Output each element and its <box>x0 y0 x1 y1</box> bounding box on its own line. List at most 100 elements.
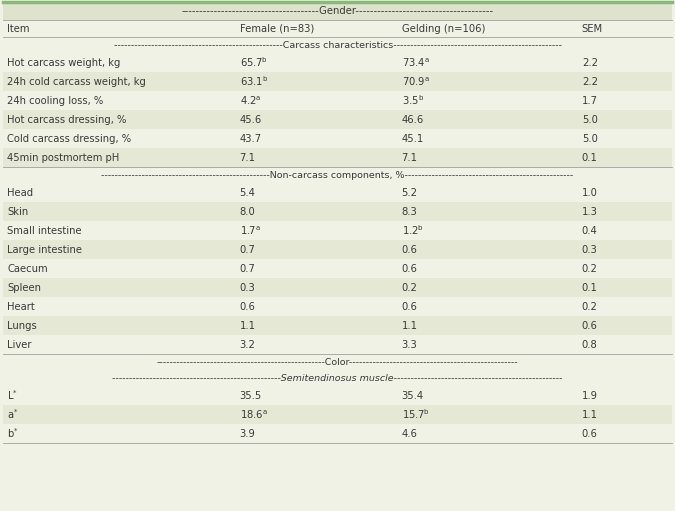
Text: 0.6: 0.6 <box>402 301 418 312</box>
Text: SEM: SEM <box>582 24 603 34</box>
Text: 5.4: 5.4 <box>240 188 256 197</box>
Text: 0.1: 0.1 <box>582 283 598 292</box>
Text: 1.7$^{\mathrm{a}}$: 1.7$^{\mathrm{a}}$ <box>240 224 261 237</box>
Text: Female (n=83): Female (n=83) <box>240 24 314 34</box>
Text: 0.6: 0.6 <box>582 429 598 438</box>
Text: 65.7$^{\mathrm{b}}$: 65.7$^{\mathrm{b}}$ <box>240 56 267 69</box>
Text: 43.7: 43.7 <box>240 133 262 144</box>
Text: 3.9: 3.9 <box>240 429 256 438</box>
Text: 5.0: 5.0 <box>582 114 598 125</box>
Bar <box>3 297 672 316</box>
Text: Head: Head <box>7 188 34 197</box>
Text: 8.0: 8.0 <box>240 206 255 217</box>
Bar <box>3 405 672 424</box>
Bar <box>3 53 672 72</box>
Bar <box>3 316 672 335</box>
Text: Hot carcass dressing, %: Hot carcass dressing, % <box>7 114 127 125</box>
Text: 0.6: 0.6 <box>402 264 418 273</box>
Bar <box>3 370 672 386</box>
Text: 1.2$^{\mathrm{b}}$: 1.2$^{\mathrm{b}}$ <box>402 224 423 238</box>
Text: 0.2: 0.2 <box>582 264 598 273</box>
Text: 2.2: 2.2 <box>582 77 598 86</box>
Text: b$^{*}$: b$^{*}$ <box>7 427 19 440</box>
Text: --------------------------------------------------Semitendinosus muscle---------: ----------------------------------------… <box>112 374 563 383</box>
Text: Spleen: Spleen <box>7 283 41 292</box>
Bar <box>3 183 672 202</box>
Bar <box>3 354 672 370</box>
Text: 3.2: 3.2 <box>240 339 256 350</box>
Text: 45.6: 45.6 <box>240 114 262 125</box>
Text: 3.5$^{\mathrm{b}}$: 3.5$^{\mathrm{b}}$ <box>402 94 424 107</box>
Text: 35.5: 35.5 <box>240 390 262 401</box>
Text: 0.3: 0.3 <box>582 244 597 254</box>
Text: 2.2: 2.2 <box>582 58 598 67</box>
Text: 1.1: 1.1 <box>582 409 598 420</box>
Text: 1.1: 1.1 <box>240 320 256 331</box>
Bar <box>3 37 672 53</box>
Text: 1.7: 1.7 <box>582 96 598 105</box>
Text: 0.4: 0.4 <box>582 225 597 236</box>
Text: 70.9$^{\mathrm{a}}$: 70.9$^{\mathrm{a}}$ <box>402 75 429 88</box>
Text: Liver: Liver <box>7 339 32 350</box>
Text: Caecum: Caecum <box>7 264 48 273</box>
Text: L$^{*}$: L$^{*}$ <box>7 388 18 402</box>
Text: 0.8: 0.8 <box>582 339 597 350</box>
Bar <box>3 259 672 278</box>
Bar <box>3 386 672 405</box>
Text: 0.6: 0.6 <box>240 301 256 312</box>
Bar <box>3 202 672 221</box>
Bar <box>3 129 672 148</box>
Bar <box>3 278 672 297</box>
Text: 3.3: 3.3 <box>402 339 417 350</box>
Text: Heart: Heart <box>7 301 35 312</box>
Text: 63.1$^{\mathrm{b}}$: 63.1$^{\mathrm{b}}$ <box>240 75 268 88</box>
Text: --------------------------------------------------Non-carcass components, %-----: ----------------------------------------… <box>101 171 574 179</box>
Text: 0.2: 0.2 <box>582 301 598 312</box>
Bar <box>3 148 672 167</box>
Text: 0.6: 0.6 <box>582 320 598 331</box>
Text: a$^{*}$: a$^{*}$ <box>7 408 19 422</box>
Text: 5.2: 5.2 <box>402 188 418 197</box>
Text: 4.2$^{\mathrm{a}}$: 4.2$^{\mathrm{a}}$ <box>240 95 261 107</box>
Text: 24h cold carcass weight, kg: 24h cold carcass weight, kg <box>7 77 146 86</box>
Text: 7.1: 7.1 <box>240 152 256 162</box>
Text: 1.0: 1.0 <box>582 188 598 197</box>
Text: 45.1: 45.1 <box>402 133 424 144</box>
Text: Cold carcass dressing, %: Cold carcass dressing, % <box>7 133 132 144</box>
Bar <box>3 240 672 259</box>
Text: 35.4: 35.4 <box>402 390 424 401</box>
Text: 0.2: 0.2 <box>402 283 418 292</box>
Bar <box>3 20 672 37</box>
Bar <box>3 424 672 443</box>
Bar <box>3 221 672 240</box>
Text: Large intestine: Large intestine <box>7 244 82 254</box>
Text: Lungs: Lungs <box>7 320 37 331</box>
Text: 15.7$^{\mathrm{b}}$: 15.7$^{\mathrm{b}}$ <box>402 408 429 422</box>
Text: Item: Item <box>7 24 30 34</box>
Text: 45min postmortem pH: 45min postmortem pH <box>7 152 119 162</box>
Text: 0.3: 0.3 <box>240 283 255 292</box>
Text: Gelding (n=106): Gelding (n=106) <box>402 24 485 34</box>
Bar <box>3 2 672 20</box>
Text: 5.0: 5.0 <box>582 133 598 144</box>
Text: Hot carcass weight, kg: Hot carcass weight, kg <box>7 58 121 67</box>
Text: 4.6: 4.6 <box>402 429 418 438</box>
Text: --------------------------------------------------Color-------------------------: ----------------------------------------… <box>157 358 518 366</box>
Text: 73.4$^{\mathrm{a}}$: 73.4$^{\mathrm{a}}$ <box>402 56 429 68</box>
Bar <box>3 335 672 354</box>
Bar <box>3 72 672 91</box>
Bar <box>3 91 672 110</box>
Text: 1.9: 1.9 <box>582 390 598 401</box>
Text: --------------------------------------Gender------------------------------------: --------------------------------------Ge… <box>182 6 493 16</box>
Text: --------------------------------------------------Carcass characteristics-------: ----------------------------------------… <box>113 40 562 50</box>
Text: Skin: Skin <box>7 206 28 217</box>
Text: 0.7: 0.7 <box>240 244 256 254</box>
Text: 18.6$^{\mathrm{a}}$: 18.6$^{\mathrm{a}}$ <box>240 408 267 421</box>
Text: 1.3: 1.3 <box>582 206 598 217</box>
Text: Small intestine: Small intestine <box>7 225 82 236</box>
Text: 0.1: 0.1 <box>582 152 598 162</box>
Text: 24h cooling loss, %: 24h cooling loss, % <box>7 96 104 105</box>
Bar <box>3 167 672 183</box>
Text: 46.6: 46.6 <box>402 114 424 125</box>
Text: 1.1: 1.1 <box>402 320 418 331</box>
